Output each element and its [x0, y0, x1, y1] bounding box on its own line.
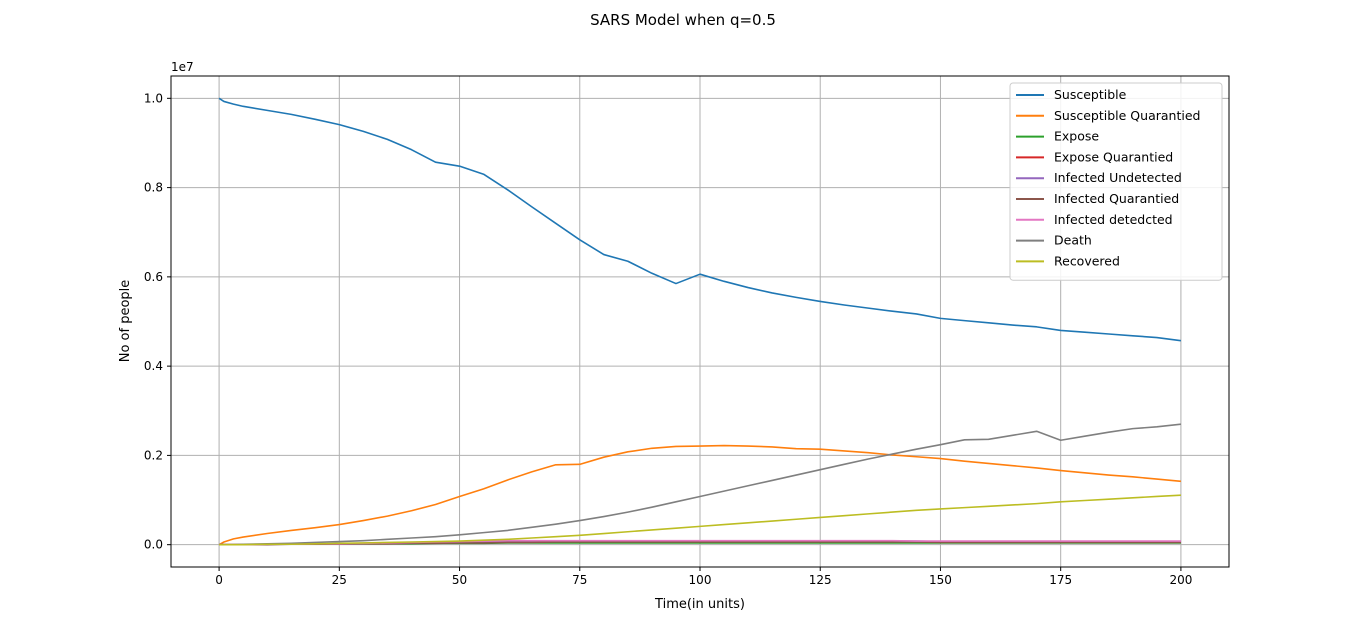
x-tick-label: 100	[689, 573, 712, 587]
y-tick-label: 0.8	[144, 181, 163, 195]
x-tick-label: 50	[452, 573, 467, 587]
x-tick-label: 150	[929, 573, 952, 587]
legend-entry-label: Infected Undetected	[1054, 170, 1182, 185]
x-tick-label: 75	[572, 573, 587, 587]
x-axis-ticks: 0 25 50 75 100 125 150 175 200	[215, 567, 1192, 587]
y-axis-ticks: 0.0 0.2 0.4 0.6 0.8 1.0	[144, 91, 171, 552]
x-tick-label: 200	[1169, 573, 1192, 587]
legend-entry-label: Expose	[1054, 129, 1099, 144]
legend-entry-label: Susceptible Quarantied	[1054, 108, 1200, 123]
y-tick-label: 0.6	[144, 270, 163, 284]
legend-entry-label: Infected detedcted	[1054, 212, 1173, 227]
y-tick-label: 0.4	[144, 359, 163, 373]
x-tick-label: 125	[809, 573, 832, 587]
series-line-death	[219, 423, 1181, 546]
legend-entry-label: Susceptible	[1054, 87, 1127, 102]
x-tick-label: 0	[215, 573, 223, 587]
x-tick-label: 175	[1049, 573, 1072, 587]
series-line-susceptible-quarantied	[218, 444, 1181, 546]
legend-entry-label: Expose Quarantied	[1054, 149, 1173, 164]
y-axis-label: No of people	[118, 280, 133, 363]
legend-entry-label: Recovered	[1054, 253, 1120, 268]
legend-box	[1009, 82, 1223, 281]
chart-title: SARS Model when q=0.5	[590, 11, 776, 29]
y-tick-label: 0.0	[144, 538, 163, 552]
x-tick-label: 25	[332, 573, 347, 587]
legend-entry-label: Death	[1054, 233, 1092, 248]
legend-entry-label: Infected Quarantied	[1054, 191, 1179, 206]
y-offset-label: 1e7	[171, 60, 194, 74]
series-lines	[218, 97, 1182, 546]
legend: Susceptible Susceptible Quarantied Expose E…	[1009, 82, 1223, 281]
x-axis-label: Time(in units)	[654, 597, 745, 612]
y-tick-label: 0.2	[144, 448, 163, 462]
series-line-susceptible	[218, 97, 1182, 342]
series-line-recovered	[219, 494, 1181, 546]
y-tick-label: 1.0	[144, 91, 163, 105]
